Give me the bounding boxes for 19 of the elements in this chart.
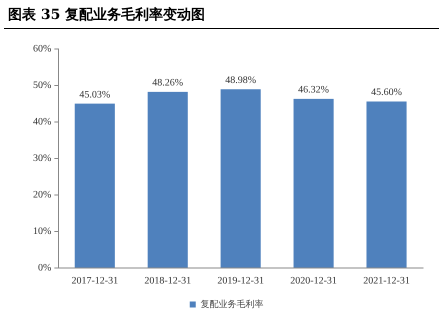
- x-tick-label: 2021-12-31: [363, 276, 410, 287]
- data-label: 48.98%: [225, 74, 256, 86]
- data-label: 48.26%: [152, 77, 184, 88]
- y-tick-label: 10%: [32, 226, 52, 238]
- x-tick-label: 2017-12-31: [71, 276, 118, 287]
- y-tick-label: 40%: [32, 116, 52, 128]
- data-label: 45.60%: [371, 87, 402, 98]
- data-label: 46.32%: [298, 84, 330, 96]
- y-tick-label: 20%: [32, 190, 52, 201]
- y-tick-label: 0%: [38, 262, 52, 274]
- y-tick-label: 50%: [32, 80, 52, 92]
- data-label: 45.03%: [79, 89, 110, 100]
- x-tick-label: 2020-12-31: [290, 276, 337, 287]
- y-tick-label: 60%: [32, 44, 52, 55]
- y-tick-label: 30%: [32, 153, 52, 164]
- chart-title: 图表 35 复配业务毛利率变动图: [4, 0, 439, 29]
- x-tick-label: 2019-12-31: [217, 276, 264, 287]
- x-tick-label: 2018-12-31: [144, 276, 192, 287]
- legend-label: 复配业务毛利率: [200, 298, 264, 310]
